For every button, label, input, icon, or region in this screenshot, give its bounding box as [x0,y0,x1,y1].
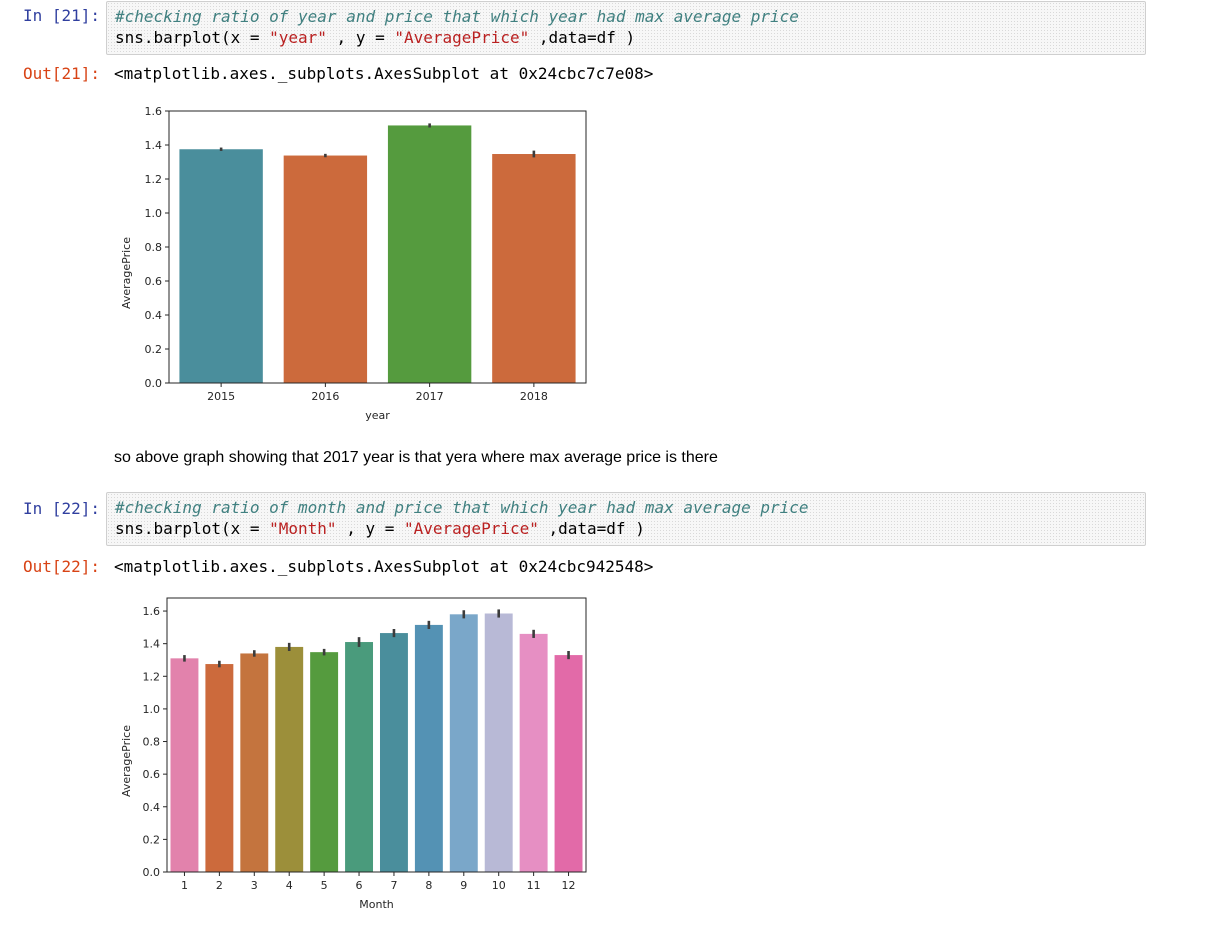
bar-12 [554,655,583,872]
y-tick-label: 0.6 [143,768,161,781]
x-tick-label: 4 [286,879,293,892]
y-tick-label: 0.0 [143,866,161,879]
bar-5 [310,652,339,872]
y-tick-label: 0.6 [145,275,163,288]
x-tick-label: 9 [460,879,467,892]
bar-10 [484,613,513,872]
code-cell-21[interactable]: #checking ratio of year and price that w… [106,1,1146,55]
x-tick-label: 5 [321,879,328,892]
x-tick-label: 11 [527,879,541,892]
x-tick-label: 12 [562,879,576,892]
output-text-21: <matplotlib.axes._subplots.AxesSubplot a… [114,64,654,83]
x-tick-label: 7 [390,879,397,892]
bar-1 [170,658,199,872]
code-comment: #checking ratio of month and price that … [115,498,809,517]
y-tick-label: 0.0 [145,377,163,390]
markdown-text: so above graph showing that 2017 year is… [114,449,718,466]
x-tick-label: 1 [181,879,188,892]
y-tick-label: 0.8 [143,736,161,749]
code-line: sns.barplot(x = "Month" , y = "AveragePr… [115,519,645,538]
y-tick-label: 0.4 [145,309,163,322]
y-tick-label: 0.2 [145,343,163,356]
bar-2016 [283,155,368,383]
bar-2 [205,664,234,872]
bar-9 [449,614,478,872]
y-tick-label: 0.8 [145,241,163,254]
in-prompt-21: In [21]: [22,6,100,25]
x-tick-label: 3 [251,879,258,892]
y-tick-label: 1.4 [143,638,161,651]
in-prompt-22: In [22]: [22,499,100,518]
code-cell-22[interactable]: #checking ratio of month and price that … [106,492,1146,546]
y-tick-label: 1.4 [145,139,163,152]
x-tick-label: 2 [216,879,223,892]
x-tick-label: 2015 [207,390,235,403]
bar-2015 [179,149,263,383]
plot-frame [166,597,587,873]
bar-3 [240,653,269,872]
x-tick-label: 2018 [520,390,548,403]
x-axis-label: year [365,409,390,422]
y-axis-label: AveragePrice [120,725,133,797]
y-tick-label: 1.0 [145,207,163,220]
code-line: sns.barplot(x = "year" , y = "AveragePri… [115,28,636,47]
y-tick-label: 1.2 [143,670,161,683]
output-text-22: <matplotlib.axes._subplots.AxesSubplot a… [114,557,654,576]
bar-4 [275,646,304,872]
y-tick-label: 1.6 [143,605,161,618]
x-tick-label: 6 [356,879,363,892]
x-tick-label: 10 [492,879,506,892]
plot-frame [168,110,587,384]
x-axis-label: Month [359,898,394,911]
y-axis-label: AveragePrice [120,237,133,309]
x-tick-label: 8 [425,879,432,892]
y-tick-label: 1.2 [145,173,163,186]
bar-2018 [492,154,576,383]
out-prompt-21: Out[21]: [22,64,100,83]
out-prompt-22: Out[22]: [22,557,100,576]
bar-2017 [387,125,472,383]
bar-7 [379,633,408,872]
bar-8 [414,624,443,872]
x-tick-label: 2016 [311,390,339,403]
code-comment: #checking ratio of year and price that w… [115,7,799,26]
y-tick-label: 1.6 [145,105,163,118]
y-tick-label: 1.0 [143,703,161,716]
x-tick-label: 2017 [416,390,444,403]
bar-6 [345,642,374,872]
y-tick-label: 0.4 [143,801,161,814]
bar-11 [519,633,548,872]
y-tick-label: 0.2 [143,833,161,846]
